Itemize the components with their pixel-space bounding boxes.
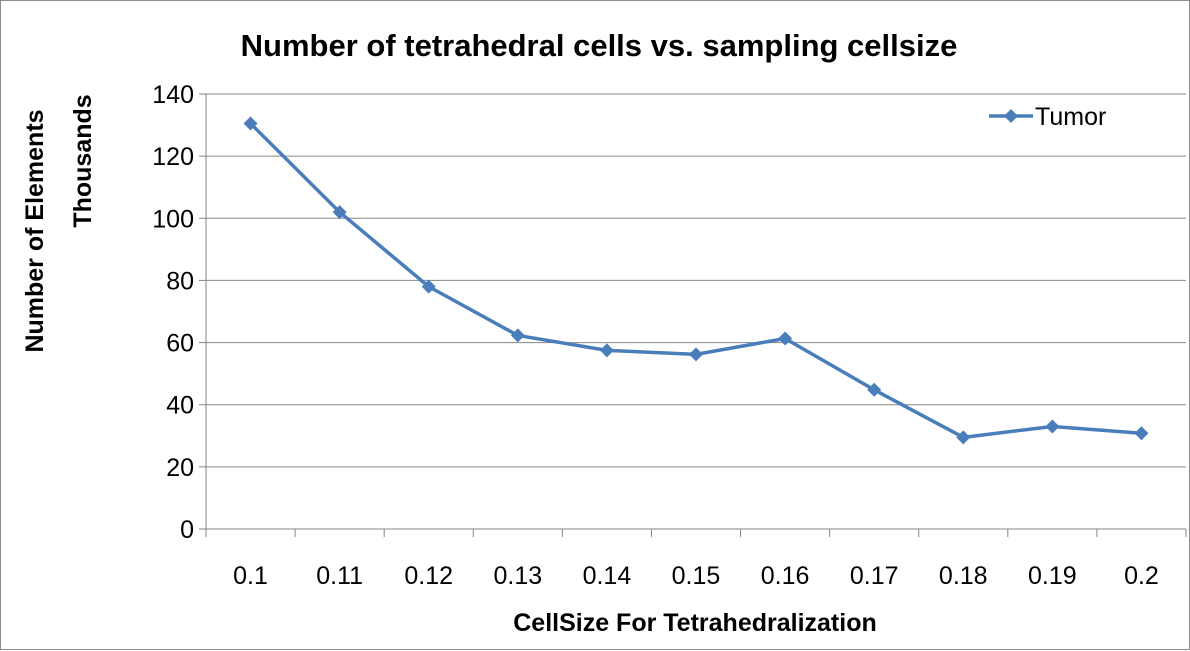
data-point-marker [332,205,347,220]
y-tick-label: 20 [166,454,194,482]
data-point-marker [421,279,436,294]
series-tumor [243,116,1149,445]
y-axis-title: Number of Elements [21,109,49,352]
data-point-marker [243,116,258,131]
data-point-marker [956,430,971,445]
y-tick-label: 60 [166,330,194,358]
data-point-marker [1045,419,1060,434]
data-point-marker [689,347,703,362]
legend-marker [1004,109,1018,123]
x-tick-label: 0.13 [493,562,542,590]
x-tick-labels: 0.1 0.11 0.12 0.13 0.14 0.15 0.16 0.17 0.18 0.19 0… [233,562,1159,590]
x-axis-title: CellSize For Tetrahedralization [513,609,877,637]
x-tick-label: 0.14 [583,562,632,590]
x-tick-label: 0.15 [672,562,721,590]
y-tick-labels: 0 20 40 60 80 100 120 140 [152,81,194,544]
data-point-marker [867,382,882,397]
data-point-marker [599,343,614,358]
x-tick-label: 0.17 [850,562,899,590]
x-tick-label: 0.12 [404,562,453,590]
x-tick-label: 0.18 [939,562,988,590]
x-tick-label: 0.1 [233,562,268,590]
gridlines [206,93,1186,468]
x-tick-label: 0.16 [761,562,810,590]
data-point-marker [778,331,793,346]
data-point-marker [510,328,525,343]
x-tick-label: 0.19 [1028,562,1077,590]
chart-title: Number of tetrahedral cells vs. sampling… [241,28,958,63]
legend: Tumor [989,103,1106,131]
y-tick-label: 140 [152,81,194,109]
data-point-marker [1134,426,1149,441]
y-tick-label: 0 [180,516,194,544]
y-tick-label: 100 [152,205,194,233]
y-tick-label: 40 [166,392,194,420]
y-tick-label: 120 [152,143,194,171]
y-tick-label: 80 [166,267,194,295]
y-axis-units-label: Thousands [69,94,97,227]
axes [199,93,1187,537]
legend-label-tumor: Tumor [1035,103,1106,131]
x-tick-label: 0.11 [316,562,363,590]
x-tick-label: 0.2 [1124,562,1159,590]
